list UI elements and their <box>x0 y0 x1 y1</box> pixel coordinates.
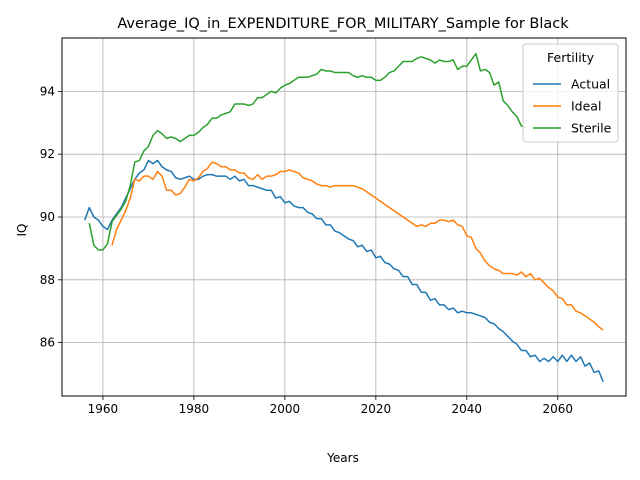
x-tick-label: 2060 <box>543 402 574 416</box>
x-tick-label: 1980 <box>179 402 210 416</box>
series-line-ideal <box>111 161 604 331</box>
y-tick-label: 94 <box>40 84 55 98</box>
legend-label-sterile: Sterile <box>571 121 612 136</box>
chart-title: Average_IQ_in_EXPENDITURE_FOR_MILITARY_S… <box>117 16 569 32</box>
y-tick-label: 90 <box>40 210 55 224</box>
y-tick-label: 86 <box>40 336 55 350</box>
legend-label-actual: Actual <box>571 77 610 92</box>
legend-box <box>522 43 619 143</box>
y-axis-label: IQ <box>15 224 29 237</box>
x-tick-label: 2000 <box>270 402 301 416</box>
series-line-actual <box>84 159 604 383</box>
legend-items: Actual Ideal Sterile <box>533 77 612 136</box>
legend-title: Fertility <box>547 50 595 65</box>
y-tick-label: 92 <box>40 147 55 161</box>
x-tick-label: 2040 <box>452 402 483 416</box>
x-tick-label: 1960 <box>88 402 119 416</box>
x-tick-label: 2020 <box>361 402 392 416</box>
legend-label-ideal: Ideal <box>571 99 601 114</box>
legend: Fertility Actual Ideal Sterile <box>522 43 619 143</box>
series-lines <box>84 52 604 383</box>
axis-ticks: 1960 1980 2000 2020 2040 2060 86 88 90 92 94 <box>40 84 573 416</box>
y-tick-label: 88 <box>40 273 55 287</box>
series-line-sterile <box>88 52 527 251</box>
x-axis-label: Years <box>326 451 359 465</box>
